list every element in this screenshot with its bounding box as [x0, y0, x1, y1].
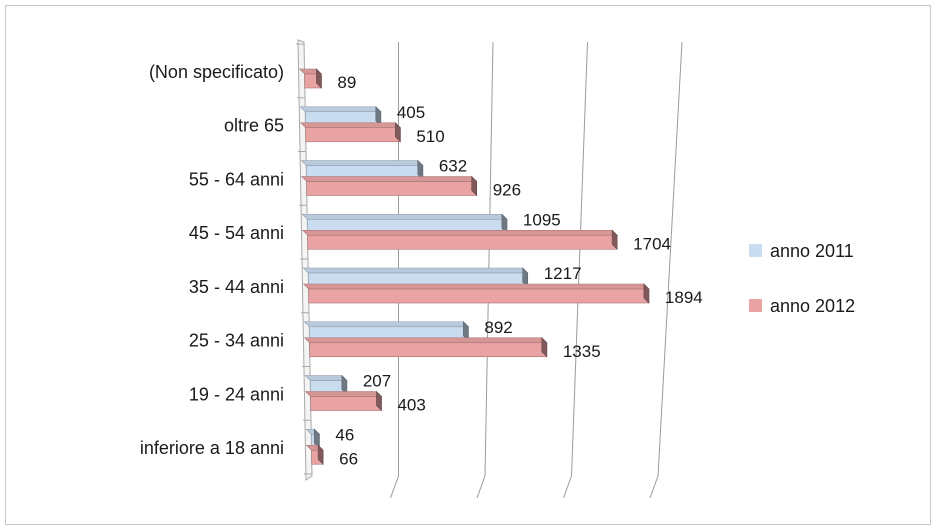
gridline-floor-1500 [563, 475, 572, 499]
bar-2011-top [302, 267, 529, 274]
bar-2012-front [306, 181, 478, 196]
bar-2012-end [395, 122, 401, 143]
bar-2012-top [299, 122, 402, 129]
bar-2011-end [314, 428, 320, 449]
bar-2012-end [541, 337, 548, 358]
bar-2011-end [522, 267, 529, 288]
bar-2012-front [307, 234, 618, 250]
category-label: 55 - 64 anni [189, 169, 284, 189]
left-wall [297, 39, 313, 481]
bar-2012 [304, 390, 383, 412]
bar-2011-top [299, 106, 382, 113]
bar-2012-end [376, 390, 382, 412]
bar-2011 [301, 213, 508, 234]
category-label: 35 - 44 anni [189, 277, 284, 297]
category-label: 45 - 54 anni [189, 223, 284, 243]
data-label-2012: 89 [337, 73, 356, 92]
bar-2012-top [303, 337, 548, 344]
bar-2011 [302, 267, 529, 288]
bar-layer [298, 68, 650, 465]
data-label-2011: 207 [363, 372, 391, 391]
bar-2011-end [375, 106, 382, 127]
data-label-2011: 1095 [523, 210, 561, 229]
bar-2011 [304, 374, 348, 396]
gridline-1500 [571, 41, 588, 477]
gridline-1000 [484, 41, 494, 477]
bar-2012-top [301, 229, 618, 236]
bar-2012-end [611, 229, 618, 250]
bar-2012 [303, 337, 548, 358]
bar-2011-top [301, 213, 508, 220]
bar-2012-end [471, 175, 478, 197]
gridline-floor-1000 [476, 475, 486, 499]
grid-layer [296, 39, 683, 499]
bar-2011 [305, 428, 321, 449]
bar-2011-top [304, 375, 348, 381]
bar-2011-end [463, 321, 469, 342]
legend: anno 2011 anno 2012 [749, 241, 855, 316]
bar-2012-front [305, 127, 401, 143]
category-label: (Non specificato) [149, 62, 284, 82]
bar-2011-end [501, 213, 508, 234]
data-label-2012: 1704 [633, 234, 671, 253]
label-layer: (Non specificato) 89 oltre 65 405 510 55 - 64… [140, 62, 703, 468]
bar-2012 [302, 283, 650, 304]
data-label-2011: 892 [484, 318, 512, 337]
data-label-2012: 1894 [665, 288, 703, 307]
bar-2012-end [316, 68, 322, 89]
data-label-2011: 632 [439, 157, 467, 176]
bar-2011-end [417, 159, 424, 181]
data-label-2011: 1217 [544, 264, 582, 283]
bar-2012 [300, 175, 478, 197]
bar-2012 [298, 68, 323, 89]
gridline-floor-500 [390, 475, 399, 499]
bar-2012 [305, 444, 324, 465]
legend-swatch-2011 [749, 244, 762, 257]
data-label-2012: 926 [493, 181, 521, 200]
bar-2011-top [303, 321, 470, 328]
legend-label-2012: anno 2012 [770, 296, 855, 316]
bar-2012-top [300, 176, 478, 182]
data-label-2011: 405 [397, 103, 425, 122]
bar-chart: (Non specificato) 89 oltre 65 405 510 55 - 64… [140, 39, 855, 499]
category-label: 25 - 34 anni [189, 331, 284, 351]
gridline-2000 [657, 41, 683, 477]
data-label-2012: 403 [397, 396, 425, 415]
bar-2012-end [643, 283, 650, 304]
legend-swatch-2012 [749, 299, 762, 312]
bar-2012-top [302, 283, 650, 290]
bar-2012 [301, 229, 618, 250]
gridline-floor-2000 [649, 475, 659, 499]
bar-2012-front [310, 396, 382, 411]
bar-2011 [300, 159, 424, 181]
bar-2011-end [341, 374, 348, 396]
data-label-2012: 1335 [563, 342, 601, 361]
bar-2012-top [304, 391, 383, 397]
bar-2012 [299, 122, 402, 143]
bar-2011-top [300, 160, 424, 166]
chart-frame: (Non specificato) 89 oltre 65 405 510 55 - 64… [5, 5, 931, 525]
data-label-2011: 46 [335, 425, 354, 444]
category-label: 19 - 24 anni [189, 384, 284, 404]
legend-label-2011: anno 2011 [770, 241, 854, 261]
bar-2012-front [309, 342, 548, 358]
category-label: oltre 65 [224, 116, 284, 136]
data-label-2012: 510 [416, 127, 444, 146]
category-label: inferiore a 18 anni [140, 438, 284, 458]
bar-2012-front [308, 288, 650, 304]
bar-2012-end [317, 444, 324, 465]
data-label-2012: 66 [339, 449, 358, 468]
bar-2011 [299, 106, 382, 127]
